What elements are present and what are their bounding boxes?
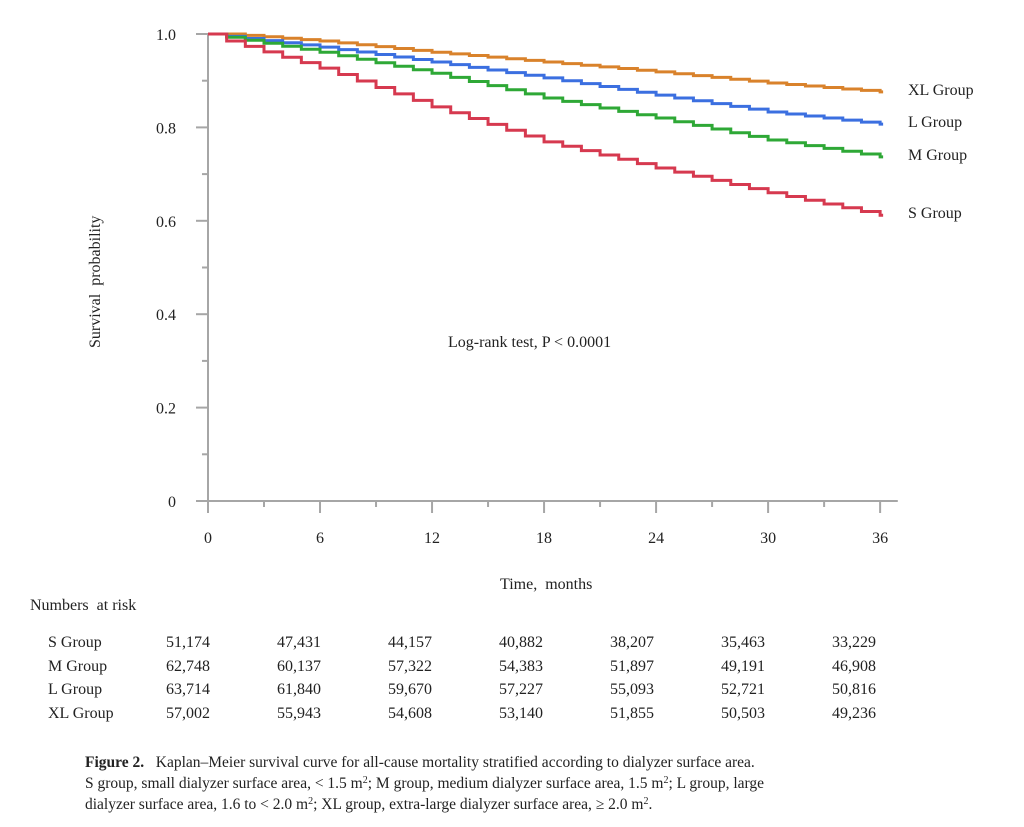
superscript: 2: [362, 775, 368, 786]
risk-count: 57,322: [388, 657, 432, 675]
risk-count: 59,670: [388, 681, 432, 698]
risk-count: 47,431: [277, 634, 321, 651]
superscript: 2: [663, 775, 669, 786]
risk-count: 54,383: [499, 657, 543, 675]
risk-count: 49,236: [832, 704, 876, 722]
survival-curves: [208, 32, 884, 217]
risk-count: 55,093: [610, 681, 654, 698]
log-rank-annotation: Log-rank test, P < 0.0001: [448, 334, 611, 351]
legend-label-s: S Group: [908, 205, 962, 222]
y-tick-label: 0.4: [156, 307, 176, 324]
risk-count: 38,207: [610, 634, 654, 651]
caption-line1: Kaplan–Meier survival curve for all-caus…: [155, 754, 755, 771]
risk-count: 57,227: [499, 681, 543, 698]
risk-count: 51,174: [166, 634, 210, 651]
risk-group-label: L Group: [48, 681, 103, 698]
axes: 0 0.2 0.4 0.6 0.8 1.0 0 6 12 18 24 30 36: [156, 27, 898, 547]
risk-count: 60,137: [277, 657, 321, 675]
risk-count: 49,191: [721, 657, 765, 675]
y-tick-label: 0.8: [156, 120, 176, 137]
risk-count: 63,714: [166, 681, 210, 698]
risk-count: 35,463: [721, 634, 765, 651]
legend-label-xl: XL Group: [908, 82, 974, 99]
legend-label-m: M Group: [908, 147, 967, 164]
survival-curve-s: [208, 32, 884, 217]
caption-line2b: ; M group, medium dialyzer surface area,…: [367, 775, 664, 792]
x-tick-label: 24: [648, 530, 664, 547]
caption-line3a: dialyzer surface area, 1.6 to < 2.0 m: [85, 796, 309, 813]
risk-count: 44,157: [388, 634, 432, 651]
y-axis-title: Survival probability: [87, 216, 104, 348]
risk-count: 46,908: [832, 657, 876, 675]
x-tick-label: 30: [760, 530, 776, 547]
numbers-at-risk-table: S Group 51,174 47,431 44,157 40,882 38,207 35,…: [48, 631, 943, 725]
km-chart: 0 0.2 0.4 0.6 0.8 1.0 0 6 12 18 24 30 36 XL Group L G…: [87, 27, 974, 593]
x-tick-label: 6: [316, 530, 324, 547]
y-tick-label: 1.0: [156, 27, 176, 44]
risk-row: XL Group 57,002 55,943 54,608 53,140 51,855 50…: [48, 702, 943, 726]
caption-label: Figure 2.: [85, 754, 145, 771]
x-tick-label: 36: [872, 530, 888, 547]
risk-count: 50,816: [832, 681, 876, 698]
survival-curve-m: [208, 32, 884, 159]
superscript: 2: [308, 796, 314, 807]
caption-line2a: S group, small dialyzer surface area, < …: [85, 775, 363, 792]
risk-row: S Group 51,174 47,431 44,157 40,882 38,207 35,…: [48, 631, 943, 655]
superscript: 2: [643, 796, 649, 807]
survival-curve-l: [208, 32, 884, 126]
caption-line2c: ; L group, large: [668, 775, 765, 792]
figure-caption: Figure 2. Kaplan–Meier survival curve fo…: [85, 752, 1015, 815]
caption-line3c: .: [648, 796, 653, 813]
risk-count: 61,840: [277, 681, 321, 698]
risk-group-label: XL Group: [48, 704, 114, 722]
risk-count: 57,002: [166, 704, 210, 722]
y-tick-label: 0.2: [156, 401, 176, 418]
risk-row: L Group 63,714 61,840 59,670 57,227 55,093 52,…: [48, 678, 943, 702]
risk-count: 33,229: [832, 634, 876, 651]
survival-curve-xl: [208, 32, 884, 94]
risk-row: M Group 62,748 60,137 57,322 54,383 51,897 49,…: [48, 655, 943, 679]
legend: XL Group L Group M Group S Group: [908, 82, 974, 222]
risk-count: 51,855: [610, 704, 654, 722]
risk-count: 52,721: [721, 681, 765, 698]
numbers-at-risk-title: Numbers at risk: [30, 597, 137, 614]
risk-count: 53,140: [499, 704, 543, 722]
risk-count: 50,503: [721, 704, 765, 722]
risk-count: 40,882: [499, 634, 543, 651]
y-tick-label: 0: [168, 494, 176, 511]
x-tick-label: 12: [424, 530, 440, 547]
risk-group-label: S Group: [48, 634, 102, 651]
legend-label-l: L Group: [908, 114, 962, 131]
x-axis-title: Time, months: [500, 576, 592, 593]
caption-line3b: ; XL group, extra-large dialyzer surface…: [313, 796, 644, 813]
x-tick-label: 0: [204, 530, 212, 547]
y-tick-label: 0.6: [156, 214, 176, 231]
risk-count: 51,897: [610, 657, 654, 675]
risk-count: 62,748: [166, 657, 210, 675]
x-tick-label: 18: [536, 530, 552, 547]
risk-count: 54,608: [388, 704, 432, 722]
risk-count: 55,943: [277, 704, 321, 722]
risk-group-label: M Group: [48, 657, 108, 675]
